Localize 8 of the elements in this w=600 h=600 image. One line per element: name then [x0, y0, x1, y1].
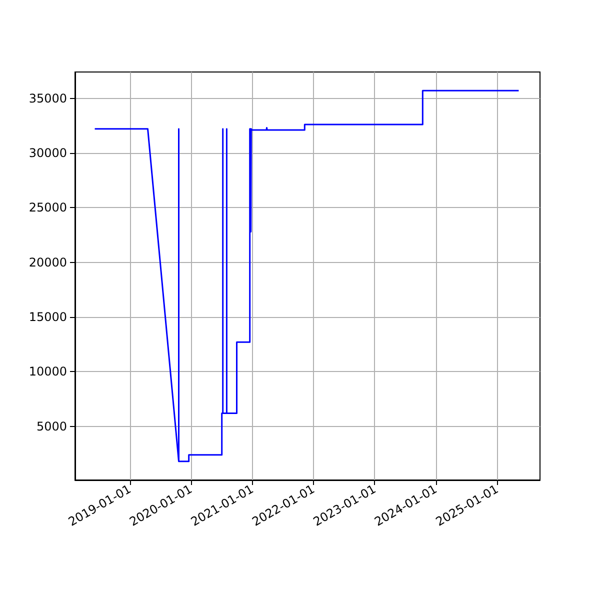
- y-tick-label: 15000: [28, 310, 67, 324]
- y-tick-label: 5000: [36, 419, 67, 434]
- y-tick-label: 20000: [28, 255, 67, 270]
- line-series: [94, 90, 520, 462]
- y-tick-label: 35000: [28, 91, 67, 106]
- y-tick-label: 10000: [28, 364, 67, 379]
- y-tick-label: 30000: [28, 146, 67, 160]
- y-tick-label: 25000: [28, 200, 67, 215]
